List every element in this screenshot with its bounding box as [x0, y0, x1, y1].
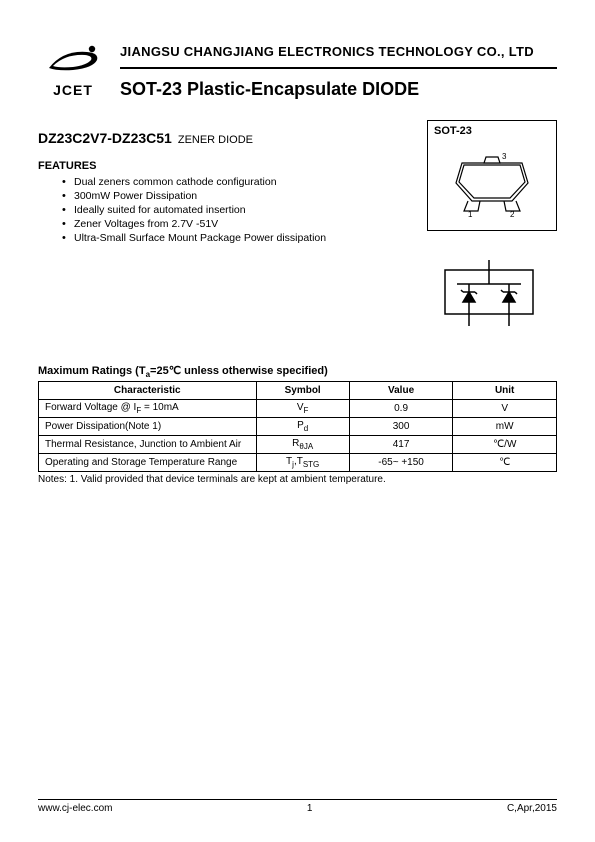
ratings-heading-pre: Maximum Ratings (T — [38, 365, 146, 377]
cell-value: 300 — [349, 418, 453, 436]
footer-rev: C,Apr,2015 — [507, 803, 557, 814]
logo-swoosh-icon — [43, 40, 103, 80]
cell-value: 0.9 — [349, 400, 453, 418]
cell-symbol: VF — [256, 400, 349, 418]
cell-symbol: Tj,TSTG — [256, 454, 349, 472]
col-unit: Unit — [453, 382, 557, 400]
cell-unit: V — [453, 400, 557, 418]
cell-value: -65~ +150 — [349, 454, 453, 472]
package-label: SOT-23 — [434, 125, 550, 137]
table-row: Thermal Resistance, Junction to Ambient … — [39, 436, 557, 454]
footer-page: 1 — [307, 803, 313, 814]
ratings-heading-post: =25℃ unless otherwise specified) — [150, 365, 328, 377]
feature-item: 300mW Power Dissipation — [62, 190, 557, 202]
col-value: Value — [349, 382, 453, 400]
feature-item: Ultra-Small Surface Mount Package Power … — [62, 232, 557, 244]
ratings-tbody: Forward Voltage @ IF = 10mAVF0.9VPower D… — [39, 400, 557, 472]
company-name: JIANGSU CHANGJIANG ELECTRONICS TECHNOLOG… — [120, 44, 557, 59]
header-titles: JIANGSU CHANGJIANG ELECTRONICS TECHNOLOG… — [120, 40, 557, 100]
part-number: DZ23C2V7-DZ23C51 — [38, 130, 172, 146]
cell-unit: mW — [453, 418, 557, 436]
footer-url: www.cj-elec.com — [38, 803, 112, 814]
cell-value: 417 — [349, 436, 453, 454]
cell-symbol: RθJA — [256, 436, 349, 454]
ratings-table: Characteristic Symbol Value Unit Forward… — [38, 381, 557, 472]
cell-characteristic: Operating and Storage Temperature Range — [39, 454, 257, 472]
zener-schematic-icon — [439, 260, 539, 330]
header-divider — [120, 67, 557, 69]
cell-symbol: Pd — [256, 418, 349, 436]
cell-characteristic: Forward Voltage @ IF = 10mA — [39, 400, 257, 418]
ratings-section: Maximum Ratings (Ta=25℃ unless otherwise… — [38, 364, 557, 485]
logo-text: JCET — [38, 82, 108, 98]
pin3-label: 3 — [502, 152, 507, 161]
schematic-symbol — [439, 260, 539, 333]
ratings-heading: Maximum Ratings (Ta=25℃ unless otherwise… — [38, 364, 557, 379]
table-row: Forward Voltage @ IF = 10mAVF0.9V — [39, 400, 557, 418]
col-symbol: Symbol — [256, 382, 349, 400]
cell-characteristic: Thermal Resistance, Junction to Ambient … — [39, 436, 257, 454]
logo: JCET — [38, 40, 108, 98]
feature-item: Zener Voltages from 2.7V -51V — [62, 218, 557, 230]
part-type: ZENER DIODE — [178, 134, 253, 146]
cell-characteristic: Power Dissipation(Note 1) — [39, 418, 257, 436]
cell-unit: ℃ — [453, 454, 557, 472]
col-characteristic: Characteristic — [39, 382, 257, 400]
table-row: Operating and Storage Temperature RangeT… — [39, 454, 557, 472]
ratings-note: Notes: 1. Valid provided that device ter… — [38, 474, 557, 485]
features-list: Dual zeners common cathode configuration… — [38, 176, 557, 244]
table-header-row: Characteristic Symbol Value Unit — [39, 382, 557, 400]
header: JCET JIANGSU CHANGJIANG ELECTRONICS TECH… — [38, 40, 557, 100]
table-row: Power Dissipation(Note 1)Pd300mW — [39, 418, 557, 436]
feature-item: Dual zeners common cathode configuration — [62, 176, 557, 188]
content: SOT-23 1 2 3 — [38, 130, 557, 485]
cell-unit: ℃/W — [453, 436, 557, 454]
product-title: SOT-23 Plastic-Encapsulate DIODE — [120, 79, 557, 100]
feature-item: Ideally suited for automated insertion — [62, 204, 557, 216]
footer: www.cj-elec.com 1 C,Apr,2015 — [38, 799, 557, 814]
